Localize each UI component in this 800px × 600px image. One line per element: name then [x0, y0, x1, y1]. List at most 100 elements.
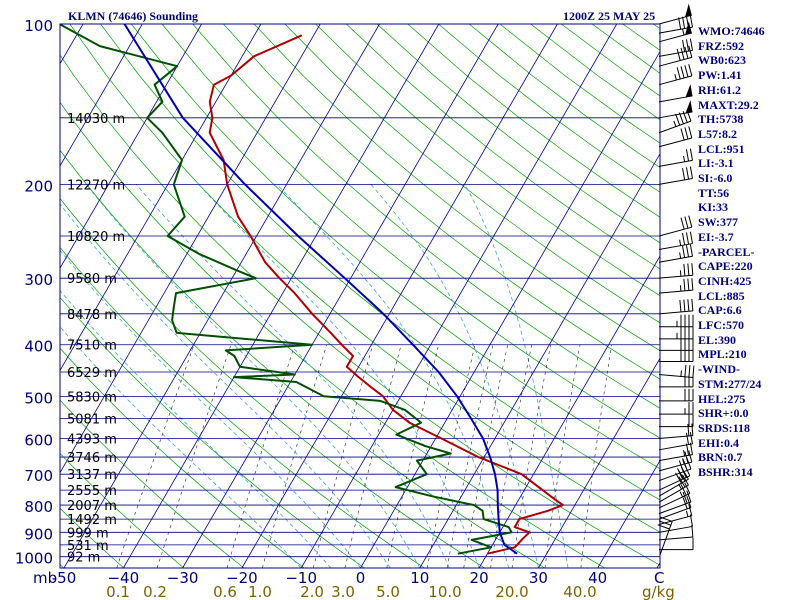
height-label: 92 m	[67, 551, 100, 566]
mixing-ratio-tick-label: 10.0	[428, 583, 461, 600]
temperature-tick-label: 20	[470, 569, 489, 587]
wind-barb	[658, 496, 692, 520]
stat-line: WB0:623	[698, 53, 746, 68]
stat-line: CAP:6.6	[698, 303, 742, 318]
wind-barb	[658, 38, 693, 57]
wind-barb	[658, 215, 693, 237]
mixing-ratio-tick-label: 2.0	[300, 583, 324, 600]
pressure-tick-label: 600	[24, 432, 53, 450]
dry-adiabat	[60, 54, 660, 566]
wind-barb	[658, 64, 693, 86]
stat-line: SRDS:118	[698, 420, 751, 435]
wind-barb	[658, 490, 692, 515]
wind-barb	[658, 298, 694, 315]
stat-line: TH:5738	[698, 112, 744, 127]
stat-line: SI:-6.0	[698, 171, 733, 186]
stat-line: SW:377	[698, 215, 739, 230]
stat-line: MPL:210	[698, 347, 747, 362]
height-label: 2007 m	[67, 499, 117, 514]
stat-line: EHI:0.4	[698, 435, 740, 450]
wind-barb	[658, 21, 692, 43]
dry-adiabat	[60, 452, 185, 568]
pressure-tick-label: 900	[24, 525, 53, 543]
background-lines	[0, 24, 660, 568]
dry-adiabat	[60, 399, 245, 568]
stat-line: SHR+:0.0	[698, 406, 749, 421]
mixing-ratio-line	[226, 344, 295, 568]
isotherm	[300, 24, 618, 568]
stat-line: CAPE:220	[698, 259, 753, 274]
mixing-ratio-line	[511, 344, 551, 568]
temperature-tick-label: 0	[356, 569, 366, 587]
height-label: 14030 m	[67, 112, 125, 127]
stat-line: EI:-3.7	[698, 229, 734, 244]
wind-barb	[659, 402, 694, 415]
wind-barb	[658, 3, 692, 25]
stats-panel: WMO:74646 FRZ:592 WB0:623 PW:1.41 RH:61.2 MAX…	[698, 24, 765, 480]
height-label: 999 m	[67, 526, 109, 541]
mixing-ratio-tick-label: 3.0	[331, 583, 355, 600]
isotherm	[60, 24, 262, 372]
height-label: 6529 m	[67, 366, 117, 381]
stat-line: STM:277/24	[698, 376, 762, 391]
moist-adiabat	[135, 184, 450, 568]
stat-line: BRN:0.7	[698, 450, 743, 465]
stat-line: FRZ:592	[698, 38, 744, 53]
pressure-tick-label: 300	[24, 271, 53, 289]
height-label: 5830 m	[67, 390, 117, 405]
stat-line: LCL:885	[698, 288, 745, 303]
wind-barb	[658, 263, 694, 279]
height-label: 9580 m	[67, 272, 117, 287]
dry-adiabat	[60, 149, 545, 568]
height-label: 4393 m	[67, 433, 117, 448]
wind-barb	[658, 278, 694, 294]
stat-line: RH:61.2	[698, 82, 741, 97]
wind-barb	[658, 15, 693, 34]
mixing-ratio-tick-label: 40.0	[563, 583, 596, 600]
dry-adiabat	[0, 24, 4, 568]
temperature-tick-label: −30	[167, 569, 199, 587]
wind-barb	[658, 148, 693, 167]
wind-barb	[658, 442, 693, 462]
mixing-ratio-tick-label: 0.1	[106, 583, 130, 600]
isotherm	[478, 255, 660, 568]
station-title: KLMN (74646) Sounding	[68, 9, 199, 23]
stat-line: WMO:74646	[698, 24, 765, 38]
wind-barb	[658, 432, 693, 451]
stat-line: LCL:951	[698, 141, 745, 156]
dewpoint-trace	[60, 24, 513, 555]
stat-line: LFC:570	[698, 318, 744, 333]
mixing-ratio-line	[490, 344, 532, 568]
dry-adiabat	[60, 507, 125, 568]
stat-line: MAXT:29.2	[698, 97, 759, 112]
dry-adiabat	[60, 296, 365, 568]
height-label: 7510 m	[67, 339, 117, 354]
temperature-unit-label: C	[654, 569, 664, 587]
moist-adiabat	[464, 184, 569, 568]
mixing-ratio-tick-label: 5.0	[376, 583, 400, 600]
wind-barb	[659, 388, 694, 402]
isotherm	[122, 24, 440, 568]
height-label: 12270 m	[67, 178, 125, 193]
height-label: 3746 m	[67, 451, 117, 466]
mixing-ratio-unit-label: g/kg	[642, 583, 675, 600]
temperature-tick-label: −40	[107, 569, 139, 587]
wind-barb	[658, 482, 691, 509]
mixing-ratio-line	[156, 344, 232, 568]
dry-adiabat	[315, 24, 660, 297]
wind-barb	[658, 450, 693, 472]
stat-line: L57:8.2	[698, 126, 737, 141]
stat-line: PW:1.41	[698, 68, 742, 83]
pressure-tick-label: 400	[24, 338, 53, 356]
height-label: 8478 m	[67, 308, 117, 323]
temperature-tick-label: -50	[52, 569, 77, 587]
wind-barb	[658, 423, 694, 440]
wind-barb	[659, 414, 694, 428]
wind-barb	[658, 84, 693, 103]
pressure-tick-label: 200	[24, 177, 53, 195]
pressure-tick-label: 1000	[15, 550, 53, 568]
wind-barb	[658, 45, 693, 67]
dry-adiabat	[284, 24, 660, 324]
